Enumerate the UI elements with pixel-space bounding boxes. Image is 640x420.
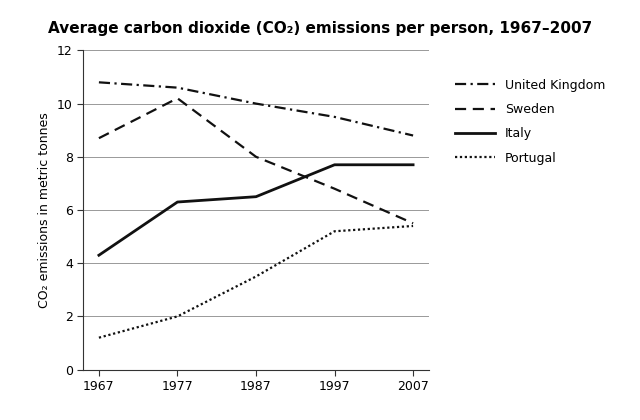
Italy — [252, 194, 260, 199]
Portugal — [95, 335, 103, 340]
Line: United Kingdom: United Kingdom — [99, 82, 413, 136]
Portugal — [409, 223, 417, 228]
United Kingdom — [409, 133, 417, 138]
Legend: United Kingdom, Sweden, Italy, Portugal: United Kingdom, Sweden, Italy, Portugal — [449, 73, 612, 171]
Italy — [173, 200, 181, 205]
Y-axis label: CO₂ emissions in metric tonnes: CO₂ emissions in metric tonnes — [38, 112, 51, 308]
Line: Italy: Italy — [99, 165, 413, 255]
Text: Average carbon dioxide (CO₂) emissions per person, 1967–2007: Average carbon dioxide (CO₂) emissions p… — [48, 21, 592, 36]
United Kingdom — [95, 80, 103, 85]
Line: Sweden: Sweden — [99, 98, 413, 223]
Sweden — [409, 221, 417, 226]
United Kingdom — [331, 114, 339, 119]
Portugal — [173, 314, 181, 319]
Sweden — [95, 136, 103, 141]
Italy — [95, 253, 103, 258]
United Kingdom — [252, 101, 260, 106]
Portugal — [252, 274, 260, 279]
United Kingdom — [173, 85, 181, 90]
Italy — [409, 162, 417, 167]
Portugal — [331, 229, 339, 234]
Sweden — [173, 96, 181, 101]
Italy — [331, 162, 339, 167]
Sweden — [331, 186, 339, 191]
Line: Portugal: Portugal — [99, 226, 413, 338]
Sweden — [252, 154, 260, 159]
